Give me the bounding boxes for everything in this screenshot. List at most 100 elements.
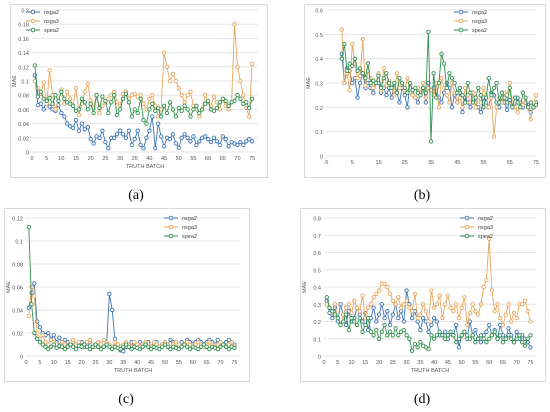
y-tick-label: 0.6 <box>313 251 321 257</box>
data-point-nsga2 <box>418 327 423 333</box>
data-point-nsga3 <box>211 94 217 99</box>
data-point-spea2 <box>368 80 373 86</box>
data-point-spea2 <box>232 345 237 351</box>
data-point-spea2 <box>371 78 376 83</box>
data-point-spea2 <box>470 100 476 105</box>
data-point-spea2 <box>138 96 143 101</box>
data-point-nsga3 <box>196 340 201 345</box>
data-point-nsga2 <box>138 142 143 148</box>
data-point-spea2 <box>249 96 255 101</box>
data-point-spea2 <box>441 61 447 66</box>
data-point-nsga3 <box>467 310 473 316</box>
data-point-nsga2 <box>37 325 43 330</box>
data-point-spea2 <box>59 89 64 94</box>
data-point-spea2 <box>386 80 392 86</box>
data-point-spea2 <box>197 110 202 116</box>
data-point-spea2 <box>397 75 402 81</box>
legend-marker-nsga2 <box>458 9 464 15</box>
data-point-nsga3 <box>465 322 470 328</box>
data-point-nsga3 <box>132 340 137 345</box>
data-point-nsga2 <box>161 144 167 149</box>
data-point-nsga2 <box>404 288 409 293</box>
data-point-nsga3 <box>247 114 252 119</box>
data-point-nsga3 <box>41 80 46 85</box>
data-point-spea2 <box>390 333 395 338</box>
data-point-nsga2 <box>528 345 533 350</box>
data-point-spea2 <box>489 333 495 338</box>
data-point-spea2 <box>473 95 478 100</box>
data-point-spea2 <box>465 333 470 338</box>
data-point-spea2 <box>468 90 473 95</box>
data-point-nsga3 <box>525 309 530 314</box>
y-tick-label: 0.04 <box>12 309 23 315</box>
data-point-spea2 <box>418 93 423 98</box>
data-point-nsga2 <box>397 100 402 105</box>
legend-label-nsga2: nsga2 <box>478 216 493 222</box>
data-point-spea2 <box>518 105 523 110</box>
data-point-spea2 <box>103 98 108 104</box>
data-point-spea2 <box>374 327 379 333</box>
data-point-nsga3 <box>476 312 481 317</box>
legend-marker-nsga3 <box>168 224 174 230</box>
y-tick-label: 0.02 <box>18 136 29 142</box>
x-tick-label: 40 <box>431 360 437 366</box>
y-tick-label: 0.1 <box>315 130 323 136</box>
data-point-nsga2 <box>409 315 415 321</box>
legend-label-nsga3: nsga3 <box>478 225 493 231</box>
data-point-spea2 <box>332 312 338 317</box>
legend-label-spea2: spea2 <box>44 28 59 34</box>
data-point-nsga2 <box>103 139 108 145</box>
data-point-nsga3 <box>40 333 45 338</box>
data-point-nsga3 <box>448 305 453 310</box>
data-point-spea2 <box>528 100 533 105</box>
data-point-nsga2 <box>126 128 132 133</box>
data-point-nsga3 <box>384 83 389 88</box>
x-tick-label: 15 <box>362 360 368 366</box>
data-point-spea2 <box>431 336 437 341</box>
data-point-nsga3 <box>498 315 503 321</box>
x-tick-label: 70 <box>514 360 520 366</box>
data-point-spea2 <box>393 326 398 331</box>
x-tick-label: 25 <box>92 360 98 366</box>
y-tick-label: 0.5 <box>313 268 321 274</box>
x-tick-label: 40 <box>134 360 140 366</box>
data-point-nsga3 <box>423 309 429 314</box>
x-tick-label: 30 <box>117 156 123 162</box>
data-point-spea2 <box>153 108 158 113</box>
data-point-spea2 <box>76 107 82 112</box>
chart-d: 0 0.1 0.2 0.3 0.4 0.5 0.6 0.7 0.8 0 5 10 15 20 25 30 35 4… <box>302 215 536 374</box>
data-point-nsga3 <box>360 293 365 298</box>
data-point-nsga2 <box>129 142 134 148</box>
legend-d: nsga2 nsga3 spea2 <box>460 215 493 240</box>
data-point-spea2 <box>101 344 106 349</box>
data-point-spea2 <box>53 93 58 98</box>
data-point-spea2 <box>196 346 201 352</box>
data-point-spea2 <box>26 225 31 230</box>
data-point-spea2 <box>91 110 96 116</box>
y-tick-label: 0.06 <box>12 286 23 292</box>
data-point-spea2 <box>35 94 41 99</box>
y-tick-label: 0 <box>20 355 23 361</box>
data-point-nsga2 <box>97 135 102 140</box>
legend-marker-nsga2 <box>30 9 36 15</box>
data-point-nsga2 <box>62 114 67 119</box>
data-point-spea2 <box>347 61 352 66</box>
data-point-spea2 <box>59 344 65 349</box>
data-point-nsga2 <box>484 329 489 334</box>
legend-marker-nsga2 <box>464 215 470 221</box>
data-point-nsga2 <box>188 139 193 144</box>
data-point-spea2 <box>205 98 211 104</box>
data-point-spea2 <box>104 342 109 347</box>
data-point-spea2 <box>114 112 120 118</box>
data-point-spea2 <box>324 295 329 300</box>
data-point-nsga2 <box>59 110 64 116</box>
data-point-nsga2 <box>182 132 187 137</box>
data-point-nsga2 <box>249 139 255 144</box>
data-point-spea2 <box>161 103 167 108</box>
data-point-spea2 <box>162 342 168 347</box>
data-point-nsga3 <box>71 337 76 343</box>
data-point-spea2 <box>38 89 43 94</box>
data-point-nsga2 <box>420 315 426 321</box>
data-point-nsga2 <box>176 145 181 150</box>
data-point-spea2 <box>445 333 451 338</box>
